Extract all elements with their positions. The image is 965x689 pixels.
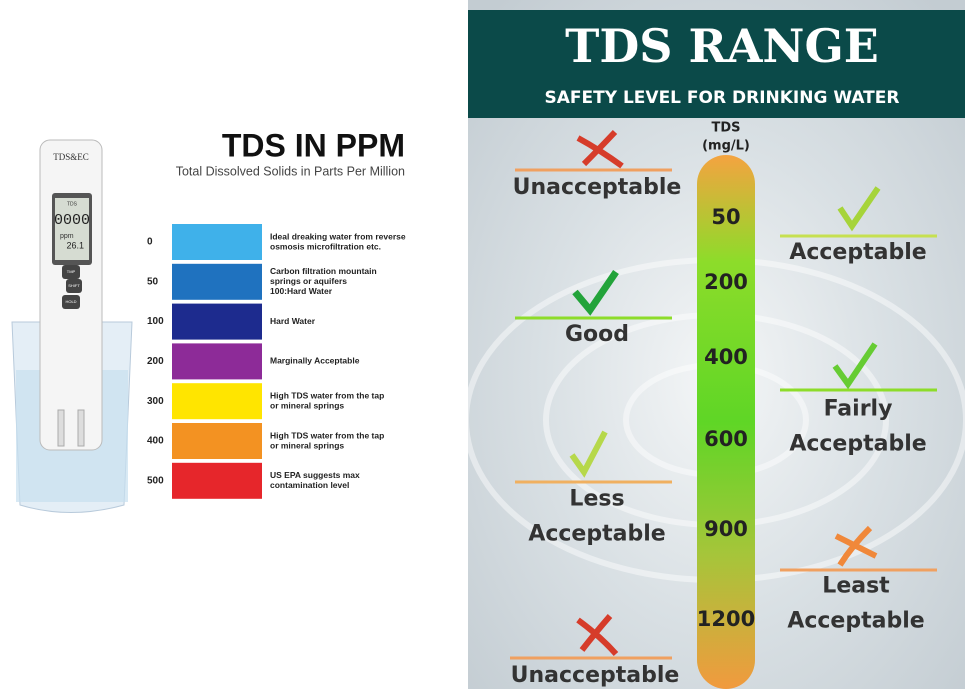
- infographic: TDS&EC TDS 0000 ppm 26.1 TMP SHIFT HOLD …: [0, 0, 965, 689]
- ppm-value: 500: [147, 475, 164, 486]
- ppm-value: 100: [147, 316, 164, 327]
- description: 100:Hard Water: [270, 286, 333, 296]
- meter-unit: ppm: [60, 233, 74, 240]
- scale-value: 900: [704, 517, 748, 541]
- safety-label: Least: [822, 574, 890, 599]
- meter-reading: 0000: [54, 212, 90, 229]
- right-subtitle: SAFETY LEVEL FOR DRINKING WATER: [545, 88, 900, 108]
- meter-illustration: [12, 140, 132, 513]
- description: High TDS water from the tap: [270, 430, 384, 440]
- color-bar: [172, 224, 262, 260]
- safety-label: Acceptable: [787, 609, 924, 634]
- ppm-value: 400: [147, 436, 164, 447]
- scale-label: TDS: [711, 121, 740, 136]
- ppm-value: 0: [147, 237, 153, 248]
- color-bar: [172, 383, 262, 419]
- description: US EPA suggests max: [270, 470, 360, 480]
- left-title: TDS IN PPM: [222, 127, 405, 163]
- meter-button: SHIFT: [68, 283, 80, 288]
- description: contamination level: [270, 480, 349, 490]
- color-bar: [172, 423, 262, 459]
- meter-brand: TDS&EC: [53, 152, 89, 162]
- scale-value: 200: [704, 270, 748, 294]
- description: or mineral springs: [270, 440, 344, 450]
- color-bar: [172, 304, 262, 340]
- color-bar: [172, 343, 262, 379]
- color-bar: [172, 264, 262, 300]
- safety-label: Less: [569, 487, 624, 512]
- safety-label: Acceptable: [528, 522, 665, 547]
- scale-value: 600: [704, 427, 748, 451]
- safety-label: Acceptable: [789, 240, 926, 265]
- meter-temperature: 26.1: [66, 240, 84, 250]
- ppm-value: 200: [147, 356, 164, 367]
- meter-mode: TDS: [67, 201, 78, 207]
- description: osmosis microfiltration etc.: [270, 241, 381, 251]
- safety-label: Fairly: [824, 397, 893, 422]
- description: Hard Water: [270, 316, 316, 326]
- description: Ideal dreaking water from reverse: [270, 231, 406, 241]
- scale-value: 50: [711, 205, 740, 229]
- page: TDS&EC TDS 0000 ppm 26.1 TMP SHIFT HOLD …: [0, 0, 965, 689]
- description: Marginally Acceptable: [270, 356, 360, 366]
- safety-label: Unacceptable: [511, 663, 680, 688]
- description: springs or aquifers: [270, 276, 347, 286]
- scale-value: 400: [704, 345, 748, 369]
- safety-label: Unacceptable: [513, 175, 682, 200]
- right-title: TDS RANGE: [565, 19, 879, 73]
- scale-value: 1200: [697, 607, 755, 631]
- left-subtitle: Total Dissolved Solids in Parts Per Mill…: [176, 164, 405, 178]
- color-bar: [172, 463, 262, 499]
- meter-button: HOLD: [65, 299, 76, 304]
- scale-label: (mg/L): [702, 139, 750, 154]
- ppm-value: 300: [147, 396, 164, 407]
- description: High TDS water from the tap: [270, 390, 384, 400]
- meter-button: TMP: [67, 269, 76, 274]
- safety-label: Acceptable: [789, 432, 926, 457]
- description: Carbon filtration mountain: [270, 266, 377, 276]
- ppm-value: 50: [147, 276, 159, 287]
- description: or mineral springs: [270, 400, 344, 410]
- safety-label: Good: [565, 322, 629, 347]
